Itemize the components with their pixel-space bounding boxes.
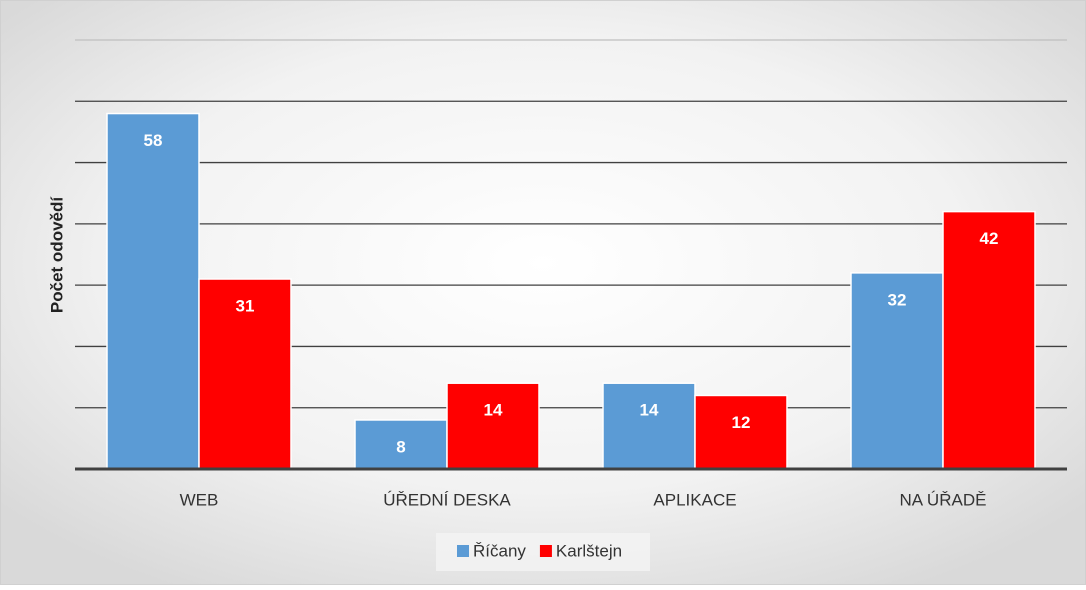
legend-swatch <box>539 545 552 557</box>
data-label: 8 <box>396 437 405 456</box>
bar <box>694 394 788 470</box>
y-axis-label: Počet odovědí <box>47 196 66 313</box>
legend-swatch <box>457 545 469 557</box>
data-label: 58 <box>144 131 163 150</box>
data-label: 12 <box>732 413 751 432</box>
data-label: 32 <box>888 290 907 309</box>
bar <box>942 210 1036 470</box>
x-tick-label: APLIKACE <box>653 490 736 509</box>
data-label: 42 <box>980 229 999 248</box>
bar <box>198 278 292 470</box>
data-label: 14 <box>640 401 659 420</box>
bar <box>850 272 944 470</box>
legend-label: Karlštejn <box>556 541 622 560</box>
x-tick-label: WEB <box>180 490 219 509</box>
x-tick-label: NA ÚŘADĚ <box>900 490 987 509</box>
bar <box>602 382 696 470</box>
x-tick-label: ÚŘEDNÍ DESKA <box>383 490 511 509</box>
data-label: 14 <box>484 401 503 420</box>
legend-label: Říčany <box>473 541 526 560</box>
bar <box>106 112 200 470</box>
bar <box>446 382 540 470</box>
data-label: 31 <box>236 296 255 315</box>
